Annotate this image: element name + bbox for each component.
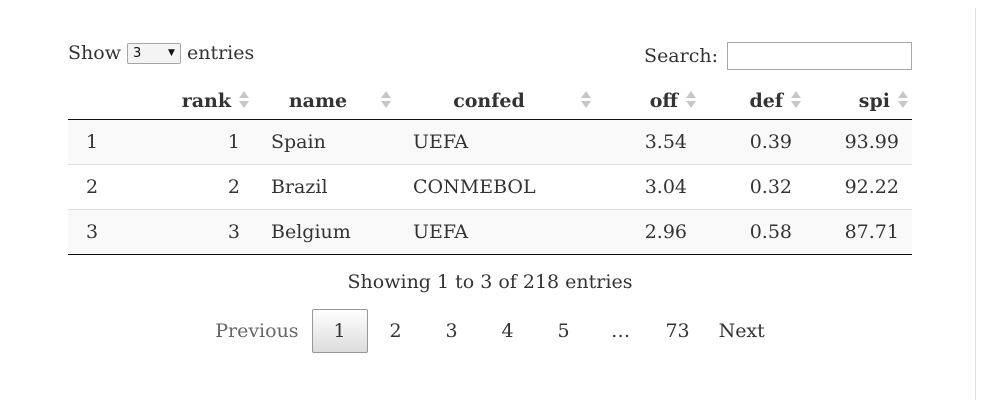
cell-confed: UEFA xyxy=(395,119,595,165)
scrollbar-edge xyxy=(975,8,976,400)
cell-rank: 2 xyxy=(148,164,253,210)
cell-confed: UEFA xyxy=(395,209,595,255)
table-row: 3 3 Belgium UEFA 2.96 0.58 87.71 xyxy=(68,209,912,255)
cell-confed: CONMEBOL xyxy=(395,164,595,210)
search-label: Search: xyxy=(644,45,718,67)
cell-off: 3.54 xyxy=(595,119,700,165)
sort-icon xyxy=(898,90,908,111)
show-label: Show xyxy=(68,42,121,64)
column-header-spi[interactable]: spi xyxy=(805,82,912,120)
sort-icon xyxy=(686,90,696,111)
page-button-4[interactable]: 4 xyxy=(501,320,514,342)
column-header-rank[interactable]: rank xyxy=(148,82,253,120)
page-button-5[interactable]: 5 xyxy=(557,320,570,342)
pagination-ellipsis: … xyxy=(611,320,631,342)
column-header-label: def xyxy=(749,89,783,112)
cell-def: 0.39 xyxy=(700,119,805,165)
column-header-def[interactable]: def xyxy=(700,82,805,120)
cell-spi: 87.71 xyxy=(805,209,912,255)
entries-label: entries xyxy=(186,42,255,64)
cell-name: Belgium xyxy=(253,209,395,255)
sort-icon xyxy=(239,90,249,111)
cell-rank: 3 xyxy=(148,209,253,255)
page-button-1[interactable]: 1 xyxy=(311,309,368,353)
column-header-name[interactable]: name xyxy=(253,82,395,120)
data-table: rank name confed off def xyxy=(68,82,912,255)
column-header-confed[interactable]: confed xyxy=(395,82,595,120)
header-row: rank name confed off def xyxy=(68,82,912,120)
page-button-2[interactable]: 2 xyxy=(389,320,402,342)
entries-select-value: 3 xyxy=(132,45,142,61)
cell-index: 1 xyxy=(68,119,148,165)
sort-icon xyxy=(791,90,801,111)
sort-icon xyxy=(381,90,391,111)
sort-icon xyxy=(581,90,591,111)
previous-button[interactable]: Previous xyxy=(215,320,299,342)
entries-select[interactable]: 3 ▼ xyxy=(126,42,181,64)
pagination: Previous 1 2 3 4 5 … 73 Next xyxy=(68,308,912,354)
cell-def: 0.32 xyxy=(700,164,805,210)
cell-name: Spain xyxy=(253,119,395,165)
table-row: 1 1 Spain UEFA 3.54 0.39 93.99 xyxy=(68,119,912,165)
search-control: Search: xyxy=(644,42,912,70)
table-row: 2 2 Brazil CONMEBOL 3.04 0.32 92.22 xyxy=(68,164,912,210)
length-control: Show 3 ▼ entries xyxy=(68,42,254,64)
column-header-label: rank xyxy=(181,89,231,112)
column-header-label: off xyxy=(649,89,678,112)
cell-index: 2 xyxy=(68,164,148,210)
next-button[interactable]: Next xyxy=(718,320,765,342)
page-button-last[interactable]: 73 xyxy=(665,320,690,342)
column-header-index[interactable] xyxy=(68,82,148,120)
table-info: Showing 1 to 3 of 218 entries xyxy=(347,271,633,293)
cell-off: 2.96 xyxy=(595,209,700,255)
page-button-3[interactable]: 3 xyxy=(445,320,458,342)
column-header-off[interactable]: off xyxy=(595,82,700,120)
cell-name: Brazil xyxy=(253,164,395,210)
cell-rank: 1 xyxy=(148,119,253,165)
column-header-label: name xyxy=(288,89,348,112)
cell-def: 0.58 xyxy=(700,209,805,255)
table-controls: Show 3 ▼ entries Search: xyxy=(68,38,912,82)
cell-index: 3 xyxy=(68,209,148,255)
cell-spi: 92.22 xyxy=(805,164,912,210)
search-input[interactable] xyxy=(727,42,912,70)
column-header-label: confed xyxy=(453,89,525,112)
dropdown-arrow-icon: ▼ xyxy=(168,48,175,58)
cell-spi: 93.99 xyxy=(805,119,912,165)
datatable-wrapper: Show 3 ▼ entries Search: rank xyxy=(68,38,912,353)
cell-off: 3.04 xyxy=(595,164,700,210)
column-header-label: spi xyxy=(858,89,890,112)
